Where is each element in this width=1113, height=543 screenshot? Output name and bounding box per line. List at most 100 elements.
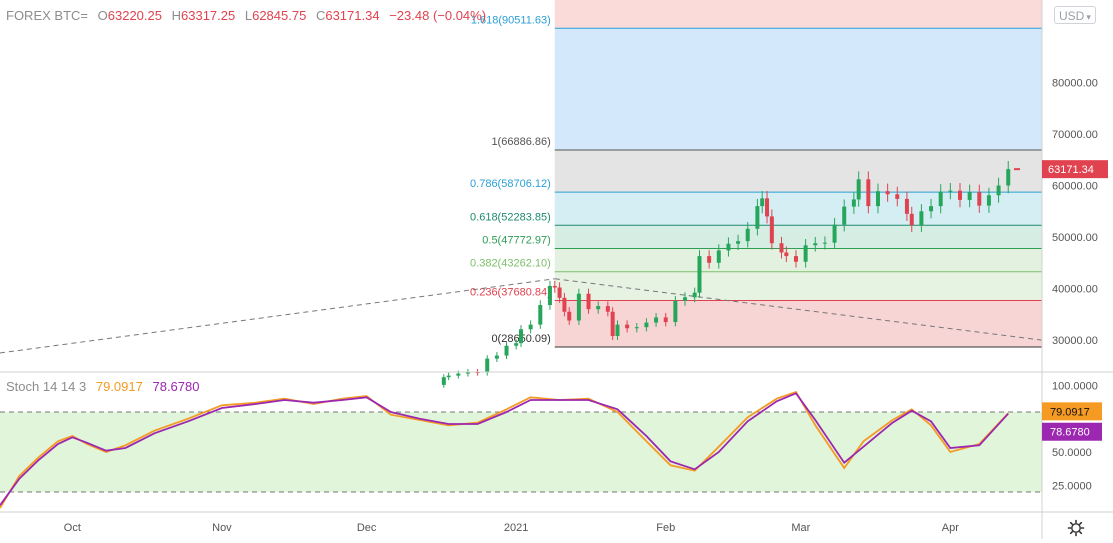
settings-gear-icon[interactable]: [1066, 518, 1086, 538]
currency-dropdown[interactable]: USD ▾: [1054, 6, 1096, 24]
price-tick-label: 30000.00: [1052, 335, 1098, 347]
candle-body: [842, 206, 847, 225]
time-tick-label: Feb: [656, 522, 675, 534]
open-key: O: [97, 8, 108, 23]
candle-body: [514, 343, 519, 346]
price-tick-label: 60000.00: [1052, 181, 1098, 193]
candle-body: [562, 297, 567, 312]
candle-body: [1006, 169, 1011, 186]
symbol-label: FOREX BTC=: [6, 8, 88, 23]
last-price-tag-bg: [1042, 160, 1108, 179]
gear-icon: [1067, 519, 1085, 537]
stoch-header: Stoch 14 14 3 79.0917 78.6780: [6, 379, 199, 394]
candle-body: [938, 191, 943, 207]
candle-body: [663, 317, 668, 323]
time-tick-label: Oct: [64, 522, 81, 534]
candle-body: [726, 243, 731, 251]
stoch-tick-label: 100.0000: [1052, 380, 1098, 392]
candle-body: [504, 345, 509, 356]
fib-level-label: 0.618(52283.85): [470, 211, 551, 223]
candle-body: [552, 285, 557, 288]
candle-body: [456, 373, 461, 376]
time-tick-label: Mar: [791, 522, 810, 534]
candle-body: [745, 228, 750, 242]
fib-level-label: 0.786(58706.12): [470, 178, 551, 190]
candle-body: [519, 329, 523, 344]
time-tick-label: Nov: [212, 522, 232, 534]
ohlc-header: FOREX BTC= O63220.25 H63317.25 L62845.75…: [6, 8, 486, 23]
candle-body: [755, 206, 760, 229]
candle-body: [673, 300, 678, 323]
candle-body: [446, 375, 451, 378]
time-tick-label: Apr: [942, 522, 959, 534]
low-key: L: [244, 8, 253, 23]
open-value: 63220.25: [107, 8, 162, 23]
candle-body: [866, 179, 871, 207]
candle-body: [967, 192, 972, 200]
close-key: C: [315, 8, 326, 23]
stoch-tick-label: 50.0000: [1052, 447, 1092, 459]
stoch-d-tag: 78.6780: [1050, 427, 1090, 439]
candle-body: [615, 324, 620, 336]
candle-body: [813, 243, 818, 246]
price-tick-label: 40000.00: [1052, 284, 1098, 296]
candle-body: [832, 224, 837, 243]
time-tick-label: 2021: [504, 522, 528, 534]
fib-level-label: 1(66886.86): [491, 136, 550, 148]
candle-body: [948, 190, 953, 192]
price-tick-label: 70000.00: [1052, 129, 1098, 141]
candle-body: [784, 252, 789, 257]
candle-body: [765, 198, 770, 217]
candle-body: [576, 293, 581, 321]
candle-body: [683, 297, 688, 301]
trend-line: [554, 278, 1043, 341]
fib-zone: [554, 0, 1042, 29]
candle-body: [909, 213, 914, 226]
last-price-tag: 63171.34: [1048, 164, 1094, 176]
high-value: 63317.25: [181, 8, 236, 23]
candle-body: [986, 195, 991, 206]
candle-body: [793, 256, 798, 262]
candle-body: [557, 287, 562, 298]
candle-body: [716, 250, 721, 263]
low-value: 62845.75: [252, 8, 307, 23]
candle-body: [779, 243, 784, 253]
fib-zone: [554, 271, 1042, 301]
candle-body: [528, 324, 533, 330]
high-key: H: [171, 8, 181, 23]
chevron-down-icon: ▾: [1086, 12, 1091, 22]
candle-body: [654, 317, 659, 323]
candle-body: [895, 194, 900, 199]
candle-body: [485, 358, 490, 373]
fib-zone: [554, 225, 1042, 249]
candle-body: [822, 242, 827, 244]
candle-body: [586, 293, 591, 310]
candle-body: [803, 245, 808, 262]
candle-body: [441, 377, 446, 385]
candle-body: [977, 192, 982, 206]
stoch-k-value: 79.0917: [95, 379, 143, 394]
candle-body: [644, 322, 649, 328]
fib-level-label: 0.236(37680.84): [470, 287, 551, 299]
currency-label: USD: [1059, 9, 1085, 23]
candle-body: [596, 306, 601, 310]
candle-body: [856, 179, 861, 200]
candle-body: [692, 292, 697, 298]
fib-zone: [554, 28, 1042, 151]
stoch-series-d: [0, 392, 1009, 506]
candle-body: [707, 256, 712, 263]
fib-zone: [554, 248, 1042, 272]
trend-line: [0, 278, 555, 354]
candle-body: [634, 327, 639, 329]
price-tick-label: 50000.00: [1052, 232, 1098, 244]
stoch-k-tag: 79.0917: [1050, 406, 1090, 418]
change-value: −23.48 (−0.04%): [389, 8, 487, 23]
candle-body: [538, 305, 543, 325]
candle-body: [904, 198, 909, 214]
candle-body: [465, 372, 470, 374]
candle-body: [919, 211, 924, 226]
stoch-name: Stoch 14 14 3: [6, 379, 87, 394]
candle-body: [697, 256, 702, 293]
candle-body: [885, 191, 890, 195]
